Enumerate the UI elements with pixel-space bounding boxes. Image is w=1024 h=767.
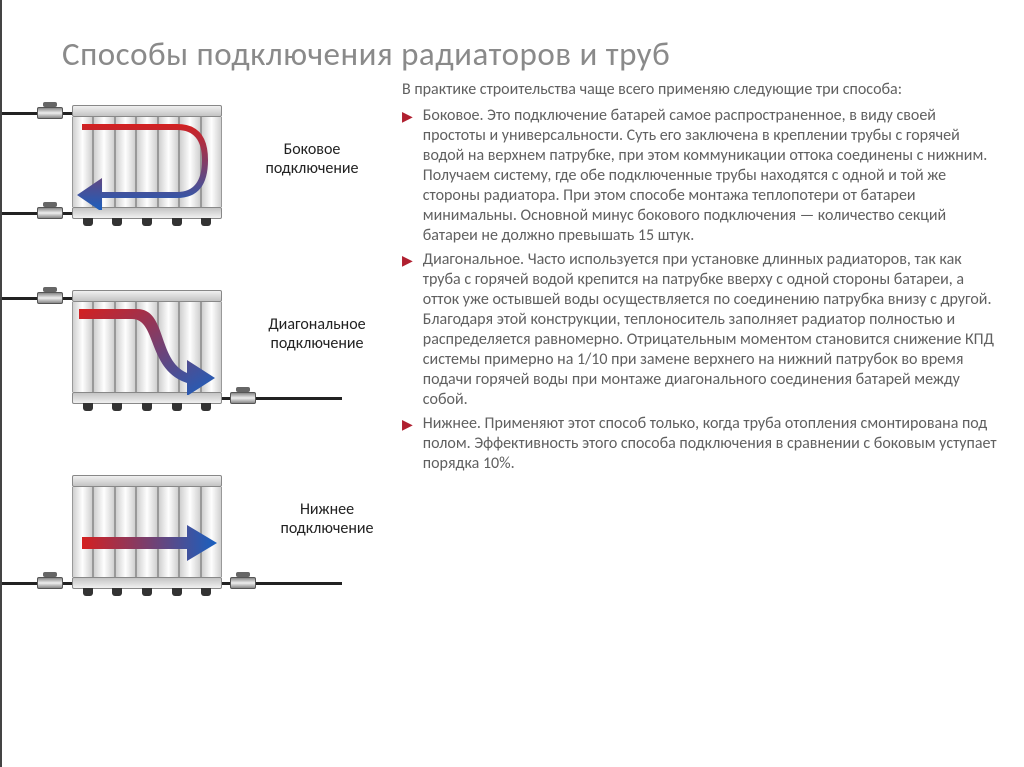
bullet-text: Диагональное. Часто используется при уст… xyxy=(423,250,1002,410)
flow-arrow-bottom xyxy=(77,525,217,615)
radiator-bottom: Нижнееподключение xyxy=(2,470,402,655)
flow-arrow-side xyxy=(77,120,217,210)
radiator-side: Боковоеподключение xyxy=(2,100,402,285)
bullet-item: ▶ Диагональное. Часто используется при у… xyxy=(402,250,1002,410)
diagram-label: Нижнееподключение xyxy=(267,500,387,538)
bullet-item: ▶ Нижнее. Применяют этот способ только, … xyxy=(402,414,1002,474)
diagram-label: Боковоеподключение xyxy=(252,140,372,178)
page-title: Способы подключения радиаторов и труб xyxy=(62,34,670,74)
bullet-text: Боковое. Это подключение батарей самое р… xyxy=(423,106,1002,246)
bullet-icon: ▶ xyxy=(402,252,413,410)
diagram-label: Диагональноеподключение xyxy=(242,315,392,353)
flow-arrow-diagonal xyxy=(77,305,217,395)
intro-text: В практике строительства чаще всего прим… xyxy=(402,80,1002,100)
diagram-area: Боковоеподключение Диагональноеподключен… xyxy=(2,100,402,655)
bullet-text: Нижнее. Применяют этот способ только, ко… xyxy=(423,414,1002,474)
radiator-diagonal: Диагональноеподключение xyxy=(2,285,402,470)
text-column: В практике строительства чаще всего прим… xyxy=(402,80,1002,478)
bullet-icon: ▶ xyxy=(402,416,413,474)
bullet-icon: ▶ xyxy=(402,108,413,246)
bullet-item: ▶ Боковое. Это подключение батарей самое… xyxy=(402,106,1002,246)
